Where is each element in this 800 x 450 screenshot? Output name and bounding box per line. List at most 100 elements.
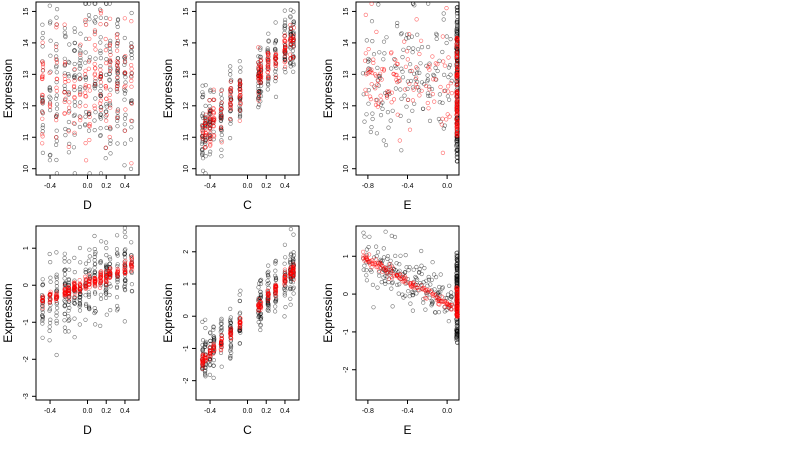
data-point [98, 323, 103, 329]
data-point [433, 61, 438, 66]
y-tick-label: -1 [23, 319, 30, 325]
data-point [273, 56, 278, 61]
data-point [86, 292, 91, 297]
data-point [266, 293, 271, 299]
data-point [63, 133, 68, 138]
data-point [129, 161, 134, 166]
data-point [282, 267, 288, 272]
data-point [283, 64, 288, 69]
y-axis-label: Expression [161, 283, 175, 342]
data-point [407, 265, 412, 270]
data-point [410, 50, 415, 55]
data-point [207, 356, 212, 362]
x-tick-label: 0.2 [261, 183, 271, 190]
data-point [425, 283, 430, 288]
data-point [219, 318, 224, 323]
data-point [273, 284, 279, 289]
data-point [237, 341, 242, 346]
data-point [228, 136, 233, 141]
data-point [123, 70, 128, 76]
data-point [455, 313, 460, 318]
data-point [417, 51, 422, 57]
data-point [408, 301, 413, 306]
data-point [266, 296, 271, 301]
data-point [444, 6, 449, 11]
data-point [446, 319, 451, 324]
data-point [427, 67, 432, 72]
data-point [123, 80, 128, 85]
y-tick-label: 0 [183, 314, 190, 318]
data-point [381, 39, 387, 44]
data-point [427, 84, 432, 89]
data-point [93, 56, 98, 61]
data-point [442, 304, 448, 309]
data-point [40, 68, 46, 73]
data-point [63, 34, 68, 40]
data-point [40, 296, 46, 301]
data-point [104, 279, 109, 284]
y-tick-label: 15 [23, 7, 30, 15]
data-point [122, 319, 127, 324]
data-point [256, 98, 261, 103]
data-point [442, 72, 447, 77]
data-point [122, 163, 127, 168]
data-point [54, 106, 60, 111]
data-point [455, 106, 460, 111]
data-point [103, 15, 109, 21]
data-point [129, 101, 134, 106]
data-point [426, 106, 431, 111]
data-point [376, 101, 381, 106]
data-point [66, 119, 71, 125]
data-point [290, 48, 296, 54]
data-point [219, 321, 224, 326]
data-point [67, 100, 72, 105]
data-point [62, 60, 68, 65]
data-point [445, 296, 450, 301]
data-point [115, 78, 120, 84]
data-point [107, 92, 112, 97]
data-point [454, 21, 459, 26]
data-point [454, 132, 460, 137]
data-point [78, 118, 83, 123]
data-point [103, 291, 108, 296]
data-point [82, 72, 88, 77]
data-point [448, 81, 453, 86]
data-point [381, 246, 386, 251]
data-point [446, 302, 451, 308]
data-point [62, 281, 67, 286]
data-point [40, 141, 45, 146]
data-point [40, 101, 45, 106]
x-tick-label: -0.4 [44, 183, 56, 190]
data-point [430, 54, 435, 59]
data-point [386, 125, 391, 130]
data-point [282, 8, 287, 13]
data-point [265, 87, 270, 92]
data-point [455, 105, 460, 110]
data-point [367, 69, 372, 75]
data-point [219, 154, 224, 159]
data-point [54, 85, 59, 90]
data-point [363, 87, 368, 92]
data-point [71, 145, 76, 150]
data-point [107, 101, 113, 106]
x-axis-label: E [403, 198, 411, 212]
panel-2: -0.4 0.0 0.2 0.4 10 11 12 13 14 15 C Expression [161, 1, 300, 212]
data-point [78, 91, 83, 96]
data-point [200, 168, 206, 173]
data-point [398, 32, 404, 37]
data-point [78, 115, 83, 120]
data-point [266, 280, 271, 286]
data-point [203, 154, 208, 159]
data-point [381, 57, 386, 62]
data-point [40, 30, 46, 36]
data-point [208, 121, 213, 126]
data-point [433, 77, 438, 82]
data-point [386, 262, 392, 267]
data-point [266, 263, 271, 268]
data-point [407, 127, 413, 132]
data-point [98, 67, 103, 72]
data-point [212, 116, 217, 121]
y-axis-label: Expression [161, 59, 175, 118]
data-point [368, 129, 373, 135]
data-point [374, 29, 379, 35]
